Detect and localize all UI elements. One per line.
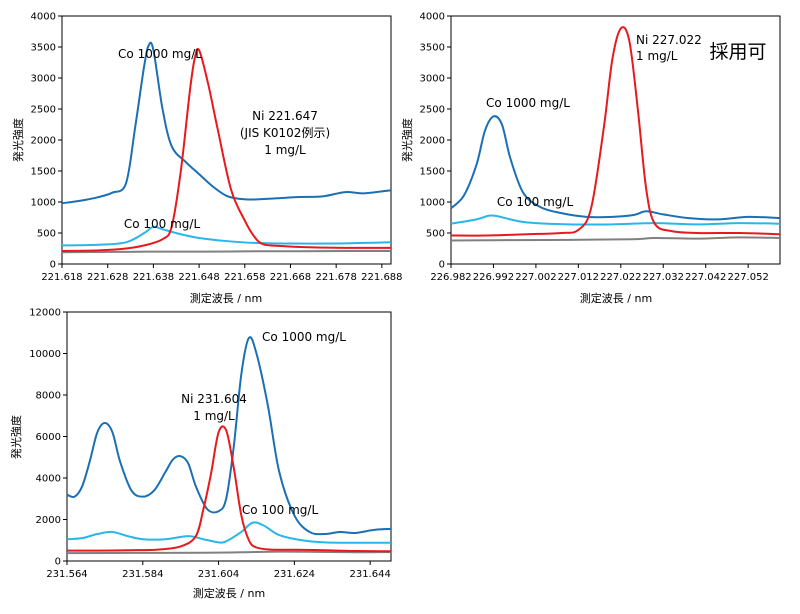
y-tick-label: 2000 bbox=[31, 136, 56, 147]
y-axis-label-3: 発光強度 bbox=[9, 415, 23, 459]
blank-line bbox=[450, 236, 781, 242]
x-tick-label: 227.022 bbox=[600, 272, 641, 283]
y-axis-label-1: 発光強度 bbox=[11, 118, 25, 162]
x-tick-label: 227.042 bbox=[685, 272, 726, 283]
ni-line bbox=[66, 425, 392, 553]
x-tick-label: 221.638 bbox=[133, 272, 174, 283]
x-tick-label: 221.628 bbox=[87, 272, 128, 283]
ni-line bbox=[61, 47, 392, 252]
x-tick-label: 221.658 bbox=[224, 272, 265, 283]
annotation-ni-221-line2: (JIS K0102例示) bbox=[240, 126, 330, 140]
x-tick-label: 231.644 bbox=[349, 569, 390, 580]
y-tick-label: 0 bbox=[50, 260, 56, 271]
y-axis-label-2: 発光強度 bbox=[400, 118, 414, 162]
y-tick-label: 1500 bbox=[31, 167, 56, 178]
y-tick-label: 4000 bbox=[36, 474, 61, 485]
annotation-ni-227-line1: Ni 227.022 bbox=[636, 33, 702, 47]
plot-area-1 bbox=[61, 15, 392, 265]
y-tick-label: 1000 bbox=[31, 198, 56, 209]
y-tick-label: 4000 bbox=[420, 12, 445, 23]
x-tick-label: 231.624 bbox=[274, 569, 315, 580]
x-tick-label: 231.564 bbox=[46, 569, 87, 580]
x-tick-label: 227.032 bbox=[643, 272, 684, 283]
y-tick-label: 10000 bbox=[29, 349, 61, 360]
y-tick-label: 500 bbox=[426, 229, 445, 240]
annotation-co-1000: Co 1000 mg/L bbox=[262, 330, 346, 344]
y-tick-label: 500 bbox=[37, 229, 56, 240]
x-axis-label-2: 測定波長 / nm bbox=[580, 291, 652, 305]
y-tick-label: 1000 bbox=[420, 198, 445, 209]
co-100-line bbox=[66, 521, 392, 544]
x-tick-label: 226.992 bbox=[473, 272, 514, 283]
x-tick-label: 231.584 bbox=[122, 569, 163, 580]
annotation-ni-221-line1: Ni 221.647 bbox=[252, 109, 318, 123]
co-100-line bbox=[450, 214, 781, 226]
annotation-co-1000: Co 1000 mg/L bbox=[486, 96, 570, 110]
y-tick-label: 12000 bbox=[29, 308, 61, 319]
annotation-co-100: Co 100 mg/L bbox=[497, 195, 574, 209]
annotation-ni-231-line2: 1 mg/L bbox=[193, 409, 235, 423]
x-tick-label: 231.604 bbox=[198, 569, 239, 580]
x-tick-label: 221.618 bbox=[41, 272, 82, 283]
y-tick-label: 6000 bbox=[36, 432, 61, 443]
y-tick-label: 3500 bbox=[31, 43, 56, 54]
x-tick-label: 226.982 bbox=[430, 272, 471, 283]
x-tick-label: 221.688 bbox=[361, 272, 402, 283]
blank-line bbox=[66, 550, 392, 555]
y-tick-label: 0 bbox=[439, 260, 445, 271]
annotation-co-100: Co 100 mg/L bbox=[242, 503, 319, 517]
x-axis-label-3: 測定波長 / nm bbox=[193, 586, 265, 600]
x-tick-label: 221.678 bbox=[315, 272, 356, 283]
x-tick-label: 221.648 bbox=[178, 272, 219, 283]
chart-ni-231: 231.564 231.584 231.604 231.624 231.644 0 2000… bbox=[9, 308, 392, 600]
y-tick-label: 3000 bbox=[31, 74, 56, 85]
annotation-co-1000: Co 1000 mg/L bbox=[118, 47, 202, 61]
x-tick-label: 227.052 bbox=[727, 272, 768, 283]
chart-ni-221: 221.618 221.628 221.638 221.648 221.658 221.6… bbox=[11, 12, 403, 306]
ni-line bbox=[450, 26, 781, 237]
x-axis-label-1: 測定波長 / nm bbox=[190, 291, 262, 305]
y-tick-label: 1500 bbox=[420, 167, 445, 178]
annotation-adoptable: 採用可 bbox=[709, 41, 766, 63]
chart-ni-227: 226.982 226.992 227.002 227.012 227.022 227.0… bbox=[400, 12, 781, 305]
y-tick-label: 0 bbox=[55, 557, 61, 568]
y-tick-label: 2500 bbox=[420, 105, 445, 116]
annotation-ni-227-line2: 1 mg/L bbox=[636, 49, 678, 63]
y-tick-label: 3000 bbox=[420, 74, 445, 85]
x-tick-label: 221.668 bbox=[270, 272, 311, 283]
co-1000-line bbox=[450, 115, 781, 221]
co-100-line bbox=[61, 225, 392, 247]
co-1000-line bbox=[66, 336, 392, 536]
co-1000-line bbox=[61, 41, 392, 205]
blank-line bbox=[61, 249, 392, 254]
y-tick-label: 3500 bbox=[420, 43, 445, 54]
plot-area-3 bbox=[66, 311, 392, 562]
y-tick-label: 2500 bbox=[31, 105, 56, 116]
y-tick-label: 8000 bbox=[36, 391, 61, 402]
annotation-co-100: Co 100 mg/L bbox=[124, 217, 201, 231]
annotation-ni-231-line1: Ni 231.604 bbox=[181, 392, 247, 406]
annotation-ni-221-line3: 1 mg/L bbox=[264, 143, 306, 157]
x-tick-label: 227.002 bbox=[515, 272, 556, 283]
x-tick-label: 227.012 bbox=[558, 272, 599, 283]
y-tick-label: 2000 bbox=[36, 515, 61, 526]
y-tick-label: 4000 bbox=[31, 12, 56, 23]
y-tick-label: 2000 bbox=[420, 136, 445, 147]
